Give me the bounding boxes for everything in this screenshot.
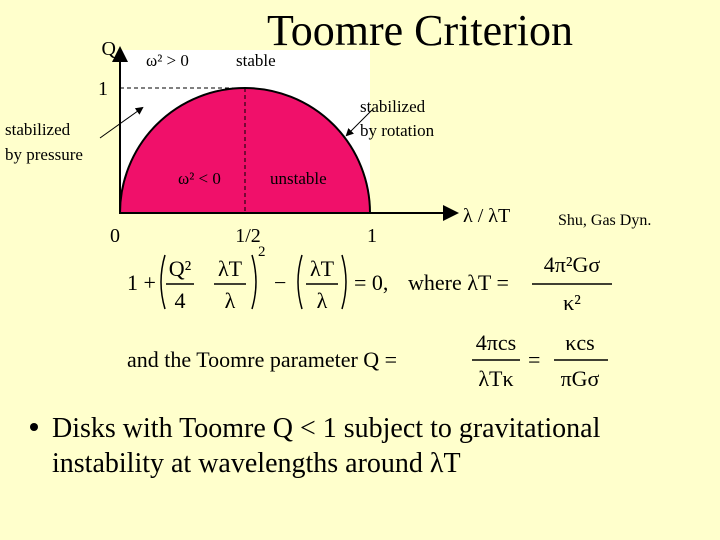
bullet-text: instability at wavelengths around λT xyxy=(52,448,461,479)
unstable-condition: ω² < 0 xyxy=(178,169,221,188)
pressure-arrow xyxy=(99,106,144,139)
rotation-arrow xyxy=(345,109,373,137)
eq-term: = 0, xyxy=(354,270,388,295)
eq-term: πGσ xyxy=(561,366,600,391)
pressure-label: by pressure xyxy=(5,145,83,164)
bullet-dot xyxy=(30,423,38,431)
unstable-region xyxy=(118,87,372,214)
eq-term: 4πcs xyxy=(476,330,516,355)
eq-term: 2 xyxy=(258,244,266,260)
eq-term: κcs xyxy=(565,330,594,355)
eq-term: λ xyxy=(317,288,328,313)
toomre-parameter: and the Toomre parameter Q = 4πcs λTκ = … xyxy=(127,330,608,391)
eq-term: κ² xyxy=(563,290,581,315)
eq-term: − xyxy=(274,270,286,295)
eq-term: λT xyxy=(310,256,335,281)
eq-term: λTκ xyxy=(478,366,513,391)
eq-term: 4π²Gσ xyxy=(544,252,601,277)
paren xyxy=(160,254,166,310)
eq-term: where λT = xyxy=(408,270,509,295)
eq-term: = xyxy=(528,347,540,372)
citation: Shu, Gas Dyn. xyxy=(558,212,651,229)
y-tick: 1 xyxy=(98,78,108,100)
pressure-label: stabilized xyxy=(5,120,71,139)
title: Toomre Criterion xyxy=(267,6,573,55)
rotation-label: by rotation xyxy=(360,121,435,140)
eq-term: λT xyxy=(218,256,243,281)
x-tick: 1/2 xyxy=(235,225,261,247)
paren xyxy=(341,254,347,310)
stable-condition: ω² > 0 xyxy=(146,51,189,70)
eq-term: λ xyxy=(225,288,236,313)
dispersion-relation: 1 + Q² 4 λT λ 2 − λT λ = 0, where λT = 4… xyxy=(127,244,612,315)
bullet-text: Disks with Toomre Q < 1 subject to gravi… xyxy=(52,413,601,444)
eq-term: Q² xyxy=(169,256,192,281)
x-tick: 0 xyxy=(110,225,120,247)
stable-label: stable xyxy=(236,51,276,70)
paren xyxy=(251,254,257,310)
y-axis-label: Q xyxy=(102,38,117,60)
rotation-label: stabilized xyxy=(360,97,426,116)
paren xyxy=(297,254,303,310)
x-axis-label: λ / λT xyxy=(463,205,510,227)
eq-term: 1 + xyxy=(127,270,156,295)
x-tick: 1 xyxy=(367,225,377,247)
eq-term: and the Toomre parameter Q = xyxy=(127,347,397,372)
unstable-label: unstable xyxy=(270,169,327,188)
eq-term: 4 xyxy=(175,288,186,313)
